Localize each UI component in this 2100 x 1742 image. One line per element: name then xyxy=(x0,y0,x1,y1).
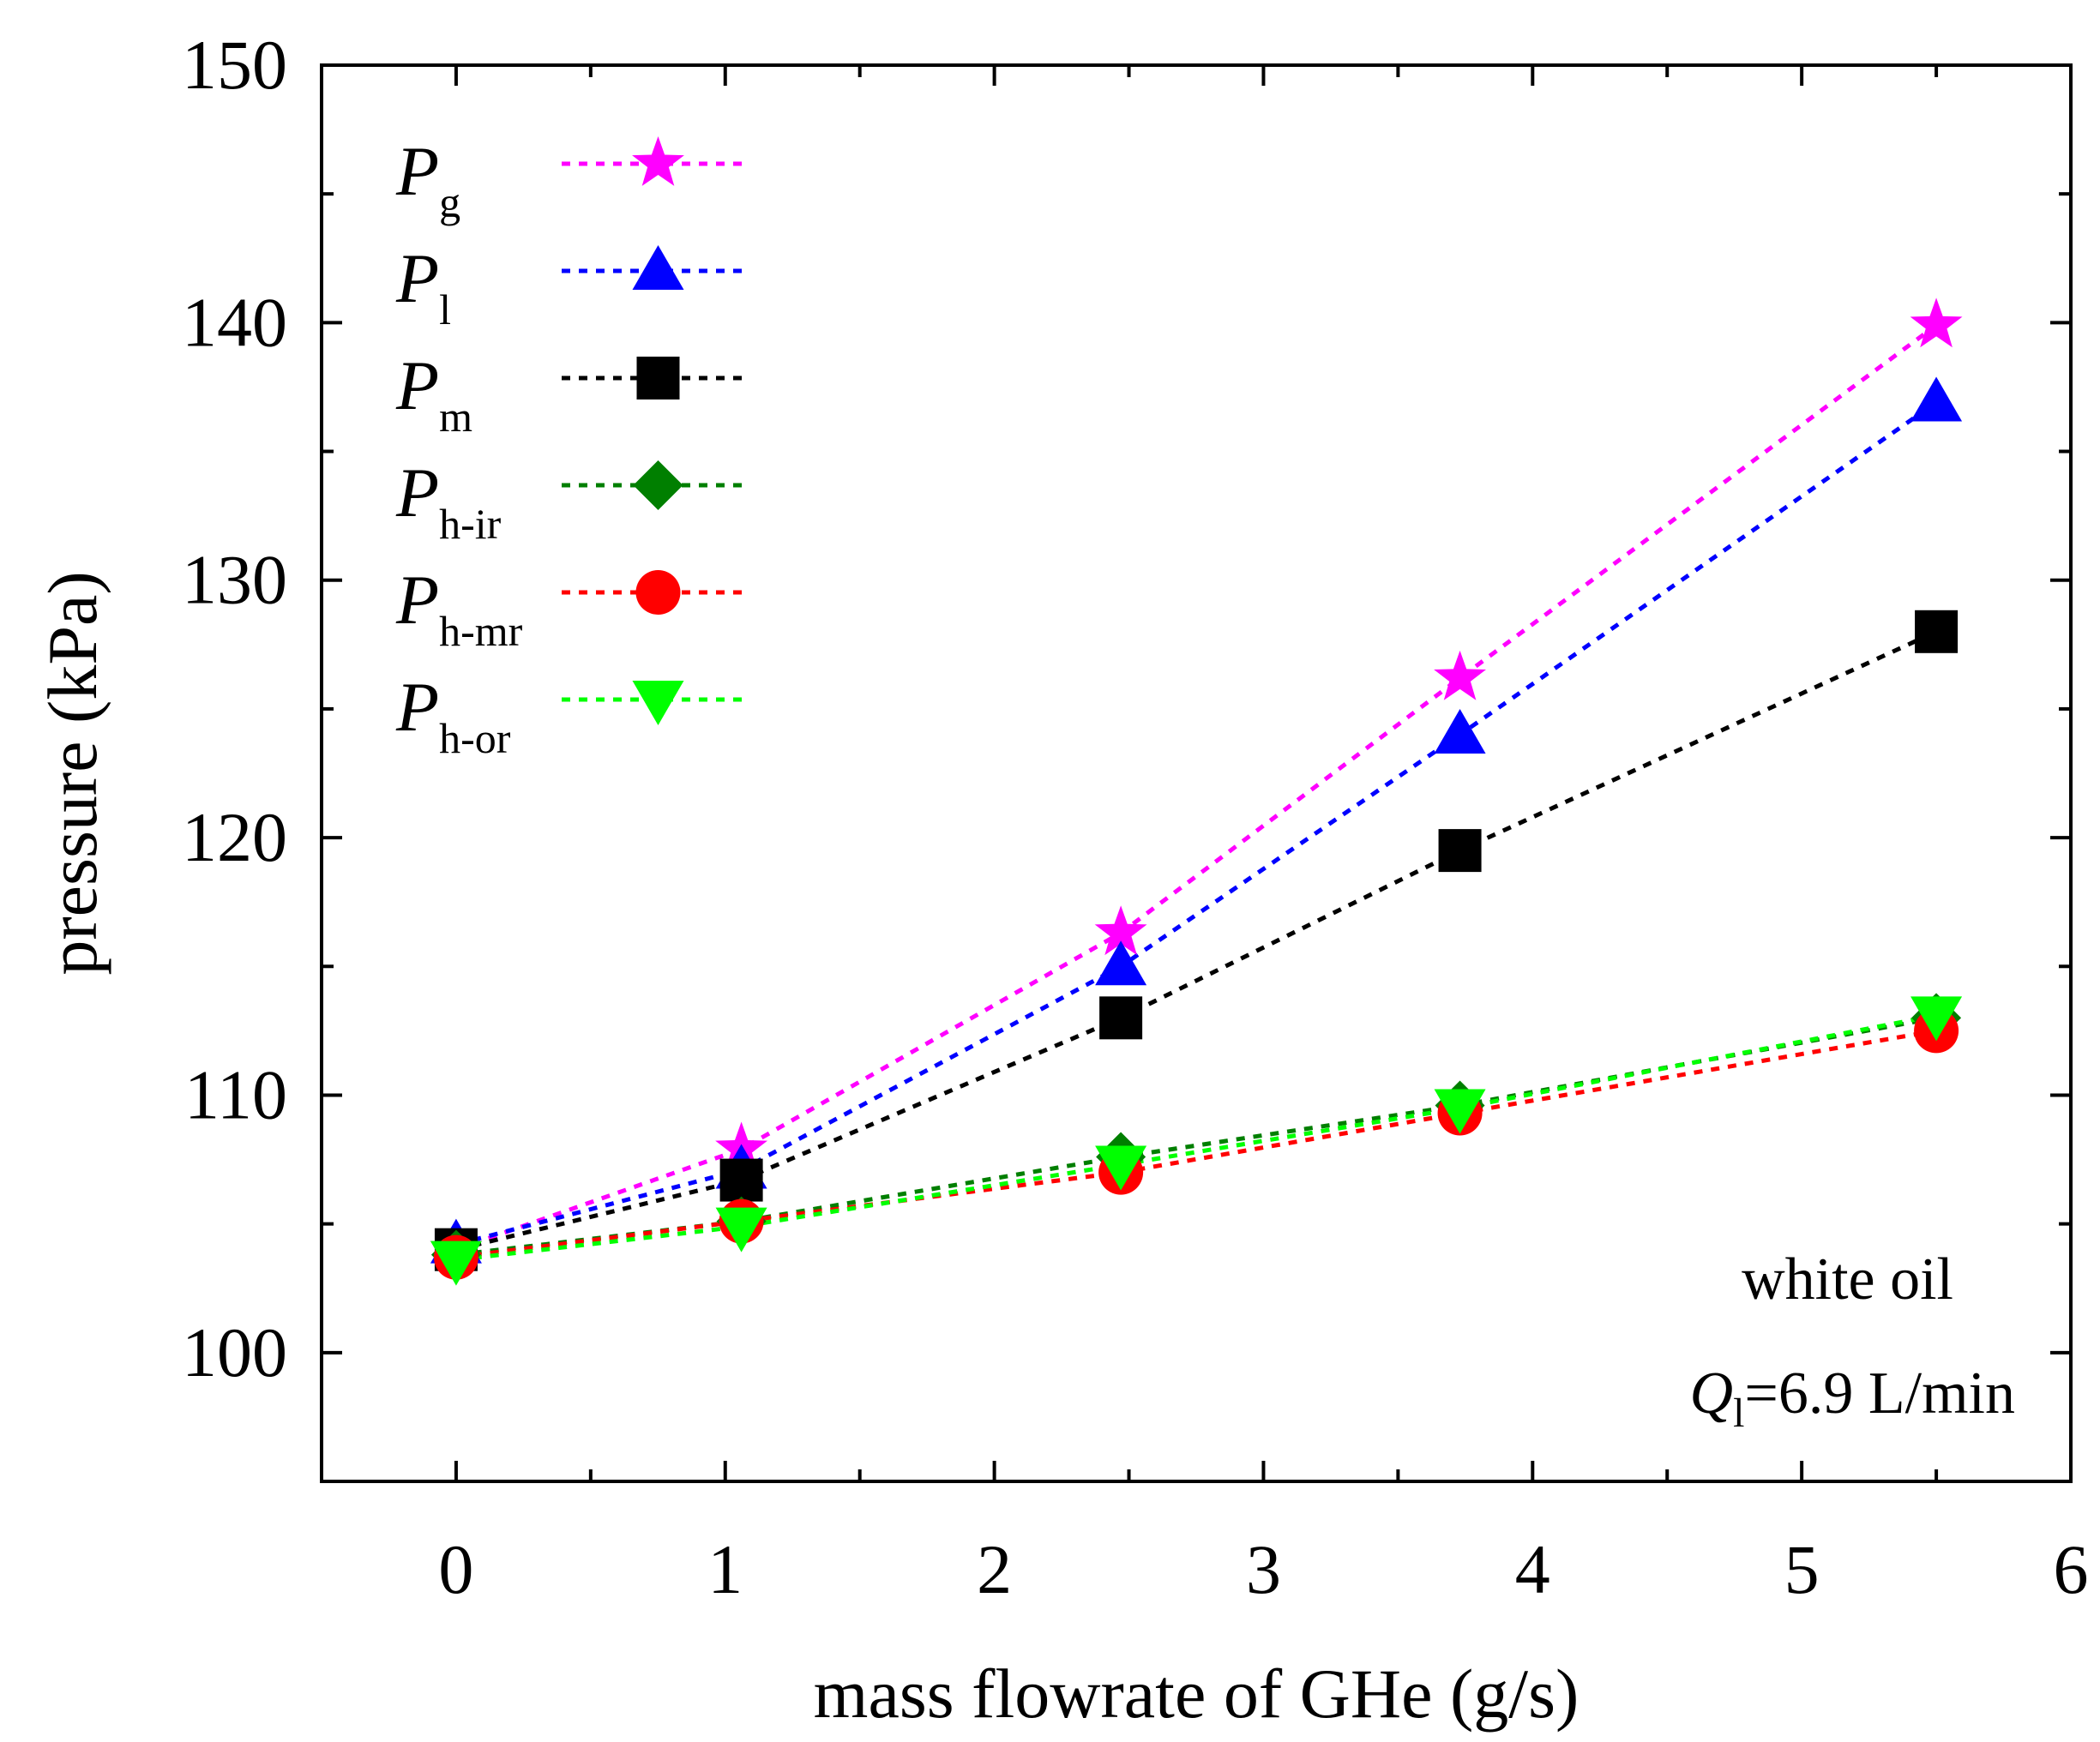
x-tick-label: 0 xyxy=(438,1530,473,1608)
annotation-fluid: white oil xyxy=(1742,1246,1953,1313)
point-pm xyxy=(1438,829,1482,873)
series-line-pm xyxy=(455,629,1938,1252)
y-tick-label: 140 xyxy=(182,283,287,361)
legend-marker-ph-ir xyxy=(633,460,683,510)
point-ph-or xyxy=(430,1240,482,1286)
annotation-flow-value: =6.9 L/min xyxy=(1744,1361,2015,1427)
legend-subscript: h-ir xyxy=(439,500,502,548)
legend-symbol: P xyxy=(395,132,439,210)
legend-subscript: h-or xyxy=(439,714,511,762)
x-tick-label: 6 xyxy=(2054,1530,2089,1608)
point-ph-or xyxy=(1910,996,1963,1042)
legend-marker-ph-mr xyxy=(635,570,681,615)
series-markers xyxy=(430,297,1963,1286)
annotation-flow-subscript: l xyxy=(1733,1391,1744,1436)
point-pl xyxy=(1434,708,1486,754)
x-axis-label: mass flowrate of GHe (g/s) xyxy=(814,1655,1580,1733)
series-line-pl xyxy=(455,400,1938,1247)
point-pg xyxy=(1910,297,1963,348)
y-tick-label: 150 xyxy=(182,26,287,104)
legend-label-ph-or: Ph-or xyxy=(395,668,511,762)
point-ph-or xyxy=(715,1207,767,1252)
y-tick-label: 130 xyxy=(182,541,287,619)
axis-ticks xyxy=(320,63,2073,1483)
legend-symbol: P xyxy=(395,239,439,317)
legend-label-pg: Pg xyxy=(395,132,460,226)
legend-marker-pg xyxy=(632,136,684,186)
point-pg xyxy=(1434,650,1487,700)
series-line-pg xyxy=(455,323,1938,1252)
legend-marker-pl xyxy=(632,245,684,290)
x-tick-label: 2 xyxy=(977,1530,1012,1608)
legend-subscript: g xyxy=(439,178,460,226)
point-pm xyxy=(719,1158,763,1202)
legend-symbol: P xyxy=(395,454,439,532)
legend-label-ph-ir: Ph-ir xyxy=(395,454,502,548)
series-line-ph-or xyxy=(455,1012,1937,1263)
legend-subscript: l xyxy=(439,285,451,333)
point-pg xyxy=(1094,905,1147,956)
x-tick-label: 4 xyxy=(1515,1530,1550,1608)
legend-label-pl: Pl xyxy=(395,239,451,333)
series-lines xyxy=(455,323,1938,1263)
y-tick-labels: 100 110 120 130 140 150 xyxy=(182,26,287,1391)
point-pl xyxy=(1095,940,1147,986)
legend-subscript: h-mr xyxy=(439,607,523,655)
x-tick-labels: 0 1 2 3 4 5 6 xyxy=(438,1530,2088,1608)
legend-label-pm: Pm xyxy=(395,346,472,441)
x-tick-label: 5 xyxy=(1784,1530,1820,1608)
series-line-ph-ir xyxy=(455,1015,1937,1258)
point-pm xyxy=(1099,996,1143,1040)
legend-symbol: P xyxy=(395,668,439,746)
legend-marker-ph-or xyxy=(632,681,684,725)
legend-marker-pm xyxy=(636,357,680,399)
plot-frame xyxy=(320,63,2073,1483)
point-pl xyxy=(1910,376,1963,422)
point-ph-or xyxy=(1095,1145,1147,1191)
legend-symbol: P xyxy=(395,346,439,424)
y-axis-label: pressure (kPa) xyxy=(33,571,111,975)
series-line-ph-mr xyxy=(455,1028,1937,1260)
legend-label-ph-mr: Ph-mr xyxy=(395,561,523,655)
legend-symbol: P xyxy=(395,561,439,639)
y-tick-label: 120 xyxy=(182,798,287,876)
x-tick-label: 1 xyxy=(707,1530,743,1608)
annotation-flow-symbol: Q xyxy=(1690,1361,1734,1427)
x-tick-label: 3 xyxy=(1246,1530,1281,1608)
point-ph-or xyxy=(1434,1089,1486,1134)
point-pm xyxy=(1915,610,1959,653)
annotation-liquid-flow: Ql=6.9 L/min xyxy=(1690,1361,2016,1436)
y-tick-label: 110 xyxy=(184,1055,287,1133)
legend-subscript: m xyxy=(439,393,472,441)
y-tick-label: 100 xyxy=(182,1313,287,1391)
